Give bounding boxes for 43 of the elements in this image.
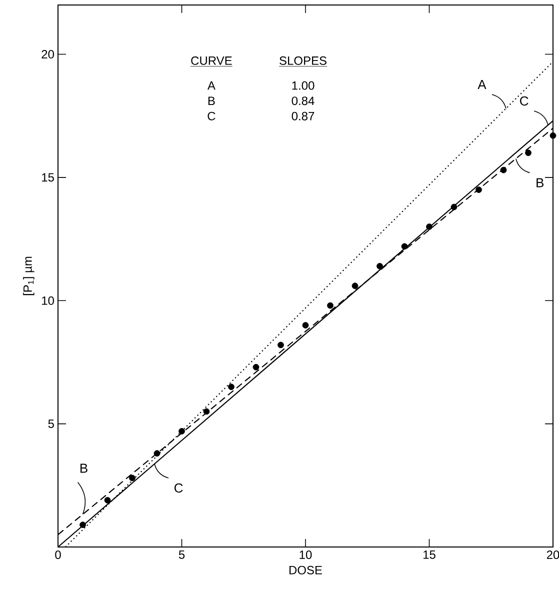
- annotation: B: [208, 96, 215, 105]
- annotation: 0.84: [292, 96, 314, 106]
- annotation: C: [174, 483, 183, 493]
- point: [278, 342, 284, 348]
- annotation: CURVE: [191, 56, 232, 65]
- y-tick-label: 15: [42, 173, 54, 182]
- point: [426, 224, 432, 230]
- annotation: 0.87: [292, 112, 314, 120]
- annotation: 1.00: [292, 81, 314, 90]
- point: [500, 166, 507, 174]
- point: [178, 428, 185, 434]
- point: [154, 450, 160, 457]
- point: [252, 364, 260, 370]
- annotation: A: [207, 81, 216, 90]
- point: [450, 204, 458, 210]
- y-tick-label: 5: [48, 420, 54, 428]
- y-axis-title: [P$_{1}$] µm: [23, 256, 34, 296]
- x-tick-label: 20: [546, 550, 559, 560]
- x-tick-label: 15: [423, 550, 436, 559]
- annotation: C: [208, 112, 216, 120]
- x-tick-label: 0: [55, 550, 61, 560]
- point: [302, 322, 309, 328]
- annotation: A: [478, 80, 486, 89]
- point: [80, 522, 86, 528]
- point: [228, 384, 234, 390]
- point: [401, 243, 408, 250]
- point: [525, 150, 532, 156]
- x-tick-label: 10: [300, 550, 312, 560]
- point: [352, 282, 358, 290]
- annotation: B: [80, 464, 88, 473]
- point: [129, 474, 136, 482]
- point: [203, 408, 210, 415]
- annotation: B: [536, 178, 544, 188]
- point: [104, 496, 111, 504]
- y-tick-label: 10: [42, 296, 54, 305]
- point: [327, 302, 334, 309]
- x-axis-title: DOSE: [289, 566, 322, 574]
- point: [376, 262, 383, 270]
- annotation: SLOPES: [280, 56, 326, 65]
- point: [476, 186, 482, 193]
- x-tick-label: 5: [178, 550, 185, 559]
- annotation: C: [520, 96, 528, 106]
- y-tick-label: 20: [42, 50, 54, 59]
